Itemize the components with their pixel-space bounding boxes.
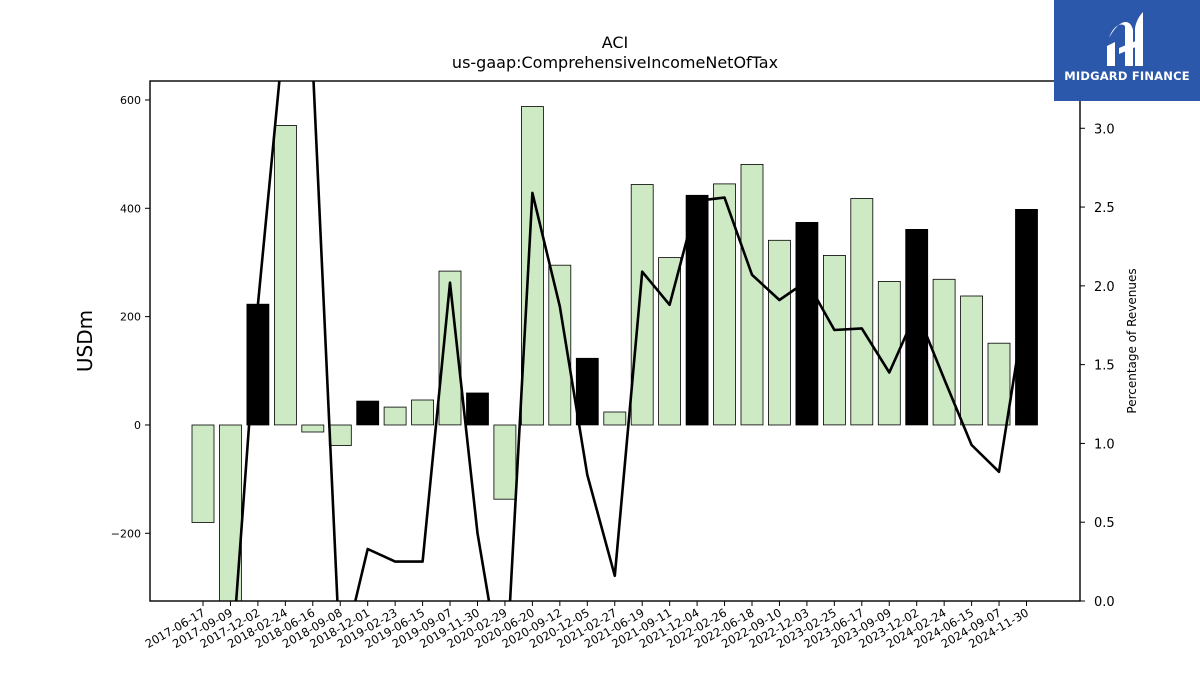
bar-2018-12-01 [356, 400, 380, 426]
bar-2023-02-25 [823, 254, 846, 426]
bar-2024-02-24 [932, 278, 956, 426]
bar-2017-06-17 [191, 424, 215, 523]
bar-2020-02-29 [493, 424, 517, 500]
bar-2021-09-11 [658, 257, 681, 426]
bar-2018-09-08 [328, 424, 352, 447]
bar-2019-02-23 [383, 406, 407, 426]
bar-2021-06-19 [630, 184, 654, 426]
y-tick-label: 400 [120, 202, 141, 215]
bar-2020-06-20 [521, 106, 544, 426]
bar-2019-06-15 [411, 399, 435, 426]
bar-2020-09-12 [548, 264, 572, 426]
y2-tick-label: 2.5 [1094, 201, 1115, 216]
y-tick-label: 600 [120, 94, 141, 107]
y-tick-label: 0 [134, 419, 141, 432]
midgard-logo-icon [1107, 12, 1143, 66]
y-axis-label: USDm [73, 310, 97, 372]
bar-2024-11-30 [1015, 208, 1038, 426]
y2-tick-label: 0.5 [1094, 516, 1115, 531]
bar-2019-11-30 [466, 392, 489, 426]
y2-tick-label: 1.5 [1094, 359, 1115, 374]
brand-logo: MIDGARD FINANCE [1054, 0, 1200, 101]
bar-2022-12-03 [795, 221, 819, 426]
bar-2021-12-04 [685, 194, 709, 426]
bar-2020-12-05 [575, 357, 599, 426]
bar-2022-09-10 [768, 239, 791, 426]
y-tick-label: −200 [111, 527, 141, 540]
bar-2024-09-07 [987, 342, 1011, 426]
y2-axis-label: Percentage of Revenues [1125, 268, 1139, 413]
percent-line [234, 81, 1028, 601]
bar-2021-02-27 [603, 411, 627, 426]
bar-2018-06-16 [301, 424, 325, 433]
plot-area [191, 81, 1038, 601]
y2-tick-label: 3.0 [1094, 122, 1115, 137]
bar-2022-06-18 [740, 163, 764, 426]
bar-2023-12-02 [905, 228, 929, 426]
chart-title: ACI [602, 33, 629, 52]
brand-name: MIDGARD FINANCE [1064, 69, 1190, 83]
y2-tick-label: 0.0 [1094, 595, 1115, 610]
bar-2018-02-24 [273, 125, 297, 426]
y2-tick-label: 2.0 [1094, 280, 1115, 295]
bar-2024-06-15 [960, 295, 983, 426]
bar-2023-06-17 [850, 198, 874, 426]
y2-tick-label: 1.0 [1094, 437, 1115, 452]
chart-subtitle: us-gaap:ComprehensiveIncomeNetOfTax [452, 53, 778, 72]
bar-2022-02-26 [713, 183, 736, 426]
bar-2019-09-07 [438, 270, 462, 426]
y-tick-label: 200 [120, 311, 141, 324]
